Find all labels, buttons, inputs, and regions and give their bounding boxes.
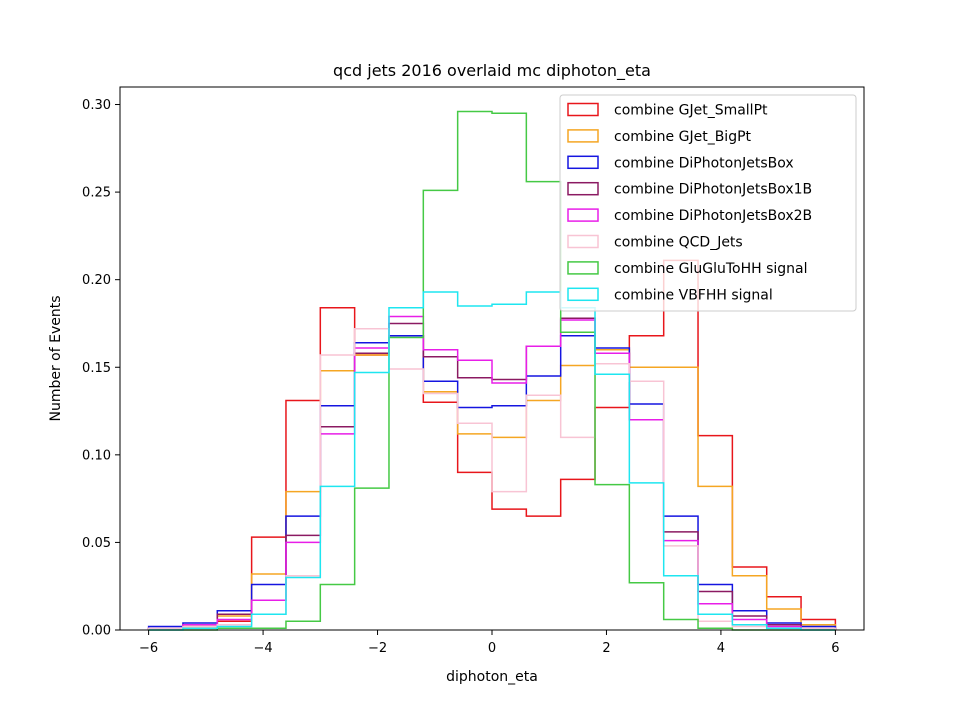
series-5-histogram — [147, 315, 837, 630]
x-tick-label: −2 — [368, 641, 387, 656]
series-8-histogram — [148, 291, 836, 631]
legend-swatch — [567, 261, 599, 275]
legend-box — [559, 94, 857, 312]
legend-swatch — [567, 155, 599, 170]
legend-label: combine QCD_Jets — [614, 235, 743, 251]
y-tick-label: 0.15 — [82, 361, 111, 376]
y-tick-label: 0.00 — [82, 624, 111, 639]
y-axis-ticks: 0.00 0.05 0.10 0.15 0.20 0.25 0.30 — [82, 98, 120, 639]
x-tick-label: 6 — [831, 641, 839, 656]
legend-swatch — [567, 102, 599, 117]
y-tick-label: 0.25 — [82, 186, 111, 201]
legend-label: combine GluGluToHH signal — [614, 261, 808, 277]
x-axis-title: diphoton_eta — [446, 669, 538, 685]
x-axis-ticks: −6 −4 −2 0 2 4 6 — [139, 630, 840, 656]
y-axis-title: Number of Events — [48, 295, 64, 421]
legend-label: combine GJet_BigPt — [614, 129, 752, 145]
legend-label: combine GJet_SmallPt — [614, 103, 768, 119]
legend-swatch — [567, 287, 599, 302]
y-tick-label: 0.20 — [82, 273, 111, 288]
x-tick-label: 4 — [717, 641, 725, 656]
y-tick-label: 0.10 — [82, 448, 111, 463]
legend-label: combine DiPhotonJetsBox — [614, 155, 794, 171]
legend-swatch — [567, 129, 599, 143]
series-3-histogram — [147, 334, 837, 630]
legend-label: combine VBFHH signal — [614, 287, 773, 303]
x-tick-label: 2 — [602, 641, 610, 656]
x-tick-label: −6 — [139, 641, 158, 656]
x-tick-label: 0 — [488, 641, 496, 656]
legend-swatch — [567, 234, 599, 249]
legend-swatch — [567, 208, 599, 222]
legend-label: combine DiPhotonJetsBox2B — [614, 208, 812, 224]
series-layer — [147, 110, 837, 631]
x-tick-label: −4 — [253, 641, 272, 656]
y-tick-label: 0.05 — [82, 536, 111, 551]
legend-swatch — [567, 181, 599, 196]
y-tick-label: 0.30 — [82, 98, 111, 113]
series-7-histogram — [148, 110, 836, 631]
legend-label: combine DiPhotonJetsBox1B — [614, 182, 812, 198]
chart-title: qcd jets 2016 overlaid mc diphoton_eta — [333, 61, 651, 81]
